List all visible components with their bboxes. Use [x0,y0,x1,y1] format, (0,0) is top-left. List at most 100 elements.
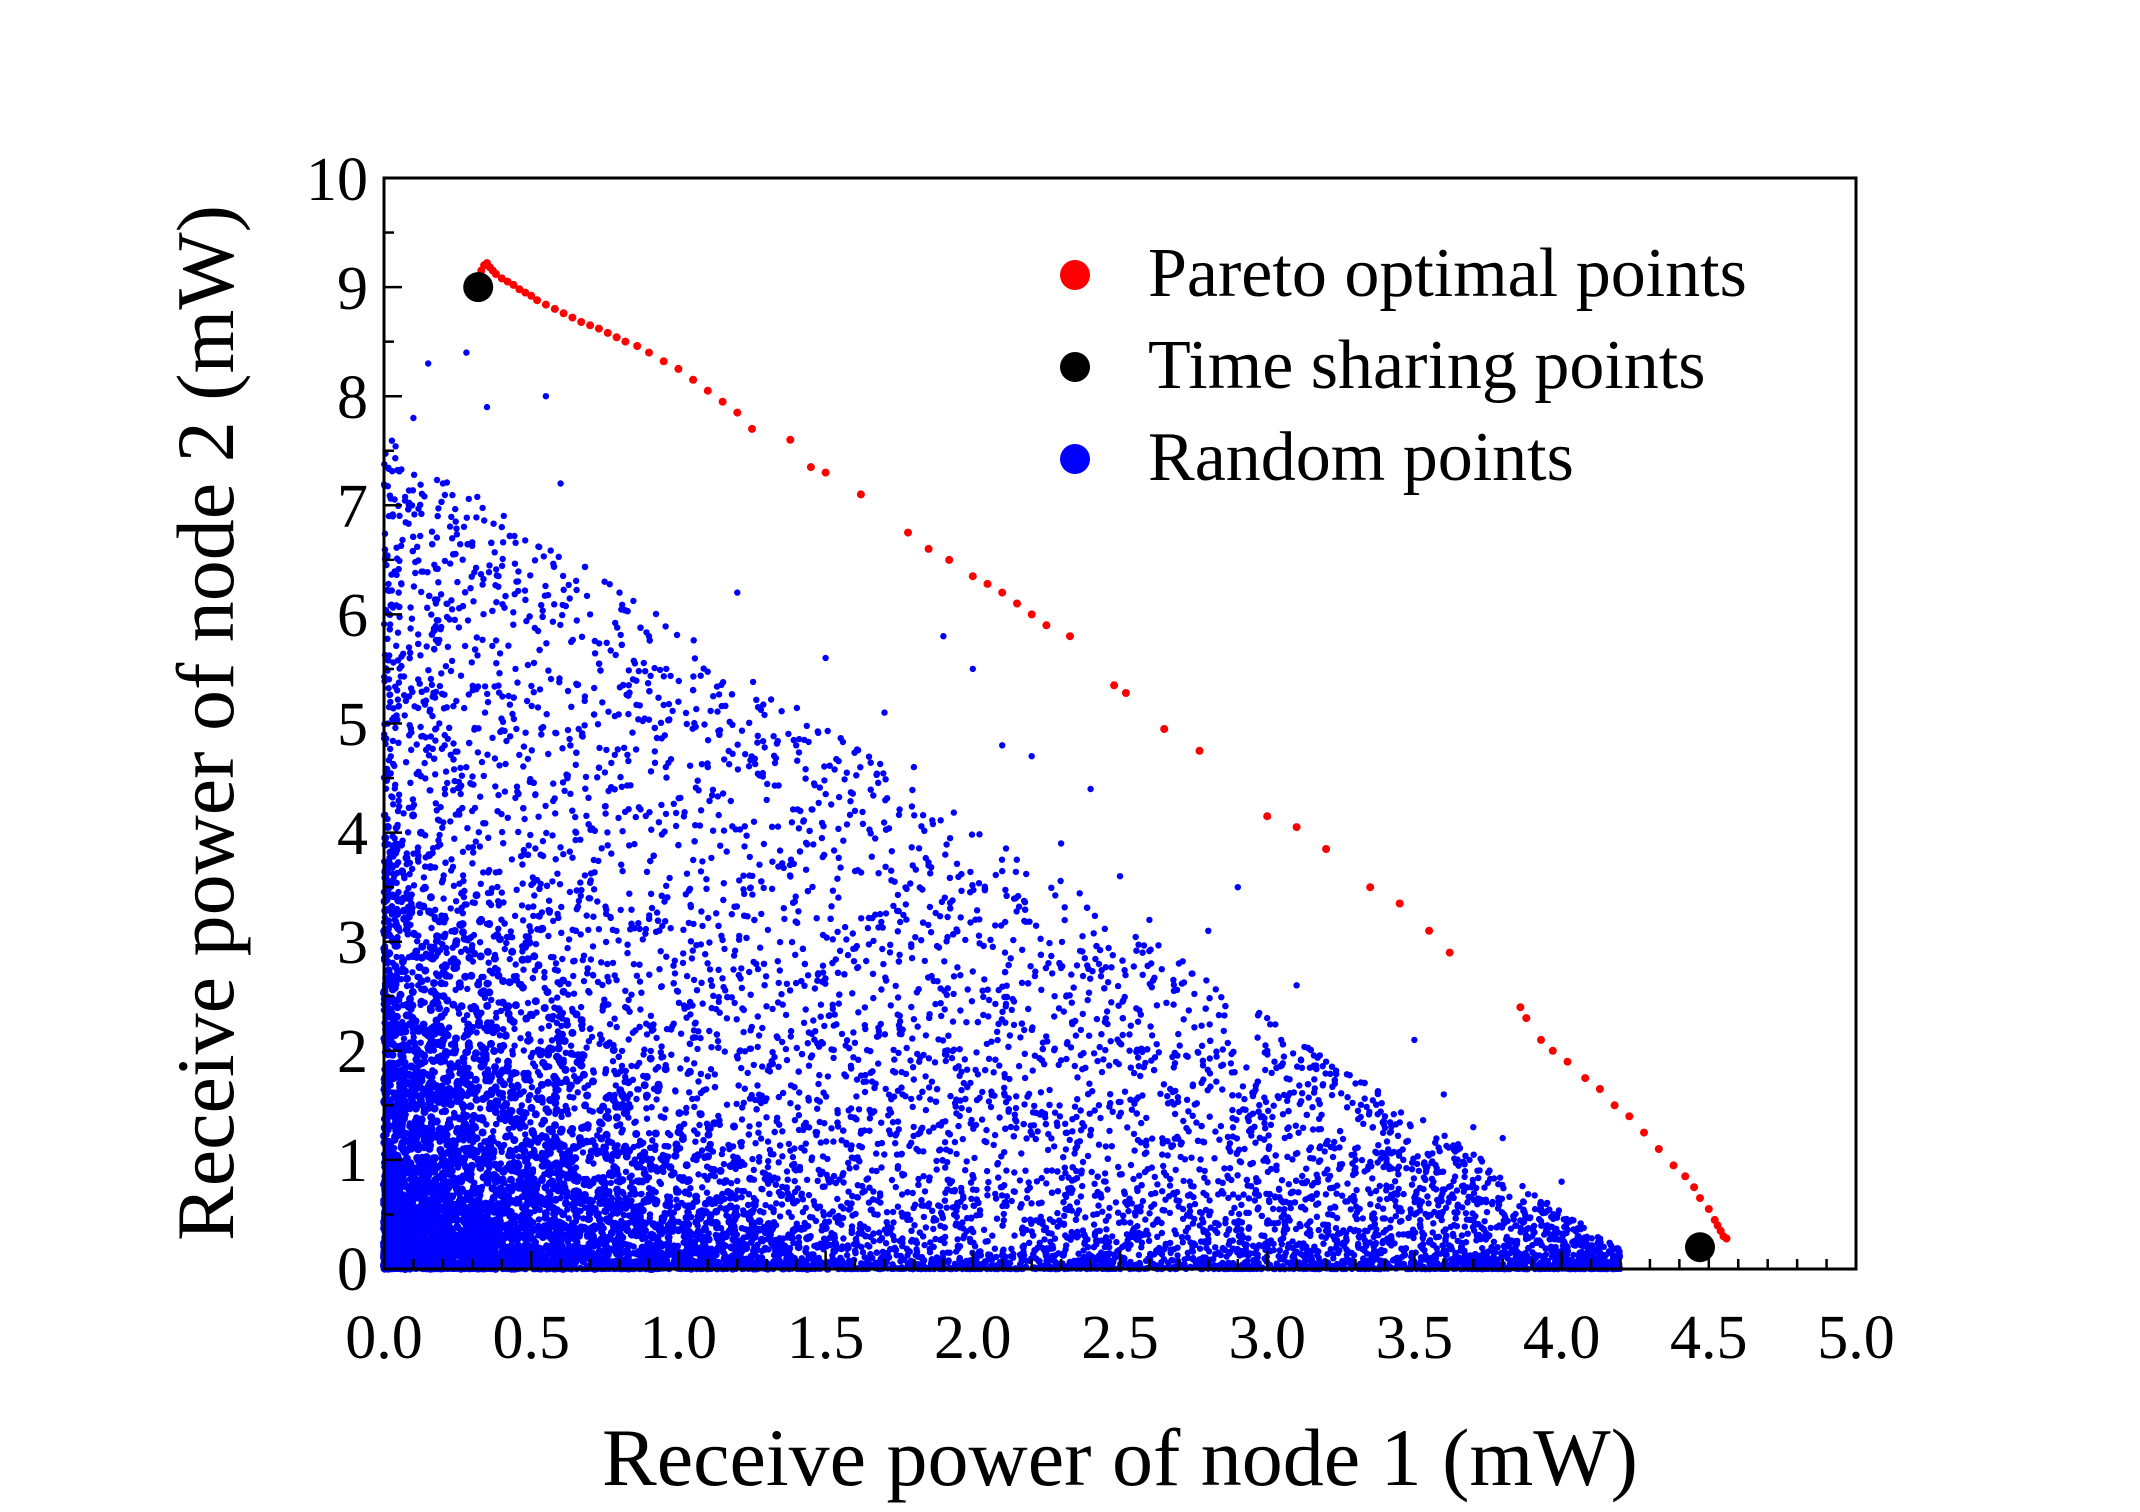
random-point [879,945,886,953]
random-point [457,672,465,679]
random-point [1531,1192,1538,1199]
random-point [510,715,518,723]
random-point [602,938,610,946]
random-point [653,909,661,916]
random-point [1048,884,1055,891]
random-point [564,726,572,734]
random-points-layer [380,349,1624,1273]
random-point [541,968,548,976]
random-point [1007,955,1014,962]
random-point [1292,1122,1300,1129]
random-point [1099,1208,1106,1215]
random-point [846,811,854,818]
random-point [882,1240,890,1247]
random-point [1112,1199,1120,1206]
random-point [1451,1173,1459,1180]
random-point [1159,1188,1166,1195]
random-point [1281,1134,1289,1142]
random-point [511,532,518,540]
random-point [534,1068,542,1076]
random-point [543,711,550,718]
random-point [761,1170,769,1177]
random-point [1266,1143,1273,1150]
random-point [792,893,799,900]
random-point [1097,1114,1104,1122]
random-point [782,1011,790,1019]
random-point [1126,1047,1133,1054]
random-point [575,725,582,733]
random-point [569,854,576,861]
random-point [1137,1208,1144,1215]
random-point [1154,1181,1161,1188]
random-point [911,812,918,819]
random-point [774,958,781,965]
random-point [802,1006,809,1013]
random-point [524,999,532,1007]
random-point [1193,1100,1201,1107]
random-point [438,879,446,886]
random-point [906,1248,913,1255]
random-point [477,793,484,800]
random-point [754,1013,761,1020]
random-point [683,870,691,877]
random-point [578,633,586,640]
random-point [635,667,642,675]
random-point [683,972,691,980]
random-point [581,1084,588,1092]
random-point [708,1004,715,1012]
random-point [1025,1005,1032,1013]
random-point [458,772,466,779]
random-point [983,1167,991,1175]
random-point [744,1069,751,1077]
random-point [953,926,960,933]
random-point [414,704,422,712]
random-point [557,621,564,629]
random-point [498,889,505,896]
random-point [516,751,523,759]
random-point [1056,1113,1064,1120]
random-point [1216,1136,1223,1143]
random-point [1225,1194,1232,1202]
random-point [951,1138,959,1146]
random-point [667,925,674,932]
random-point [481,709,489,716]
random-point [853,1093,860,1100]
random-point [552,729,559,736]
random-point [450,766,458,773]
random-point [1476,1195,1483,1203]
random-point [1074,1096,1081,1103]
random-point [734,1177,741,1185]
random-point [609,1058,617,1065]
random-point [1180,979,1188,986]
random-point [944,913,951,921]
random-point [670,962,677,969]
random-point [1416,1202,1423,1209]
random-point [1171,1110,1179,1118]
random-point [779,1128,786,1135]
random-point [828,903,835,910]
random-point [788,819,796,826]
random-point [647,1047,654,1055]
random-point [1262,1042,1269,1049]
random-point [1374,1111,1381,1118]
random-point [1071,1062,1079,1070]
random-point [630,597,637,605]
random-point [998,856,1006,863]
random-point [691,655,699,662]
random-point [405,884,412,892]
random-point [792,951,799,958]
random-point [580,977,588,985]
random-point [941,1139,949,1146]
random-point [485,834,492,841]
random-point [760,884,767,892]
random-point [870,1188,877,1195]
random-point [686,1089,693,1096]
random-point [549,878,556,885]
random-point [1011,1116,1019,1123]
random-point [468,659,475,666]
random-point [394,696,402,703]
random-point [1013,856,1020,863]
random-point [1038,986,1045,993]
random-point [778,1201,786,1208]
random-point [387,698,394,706]
